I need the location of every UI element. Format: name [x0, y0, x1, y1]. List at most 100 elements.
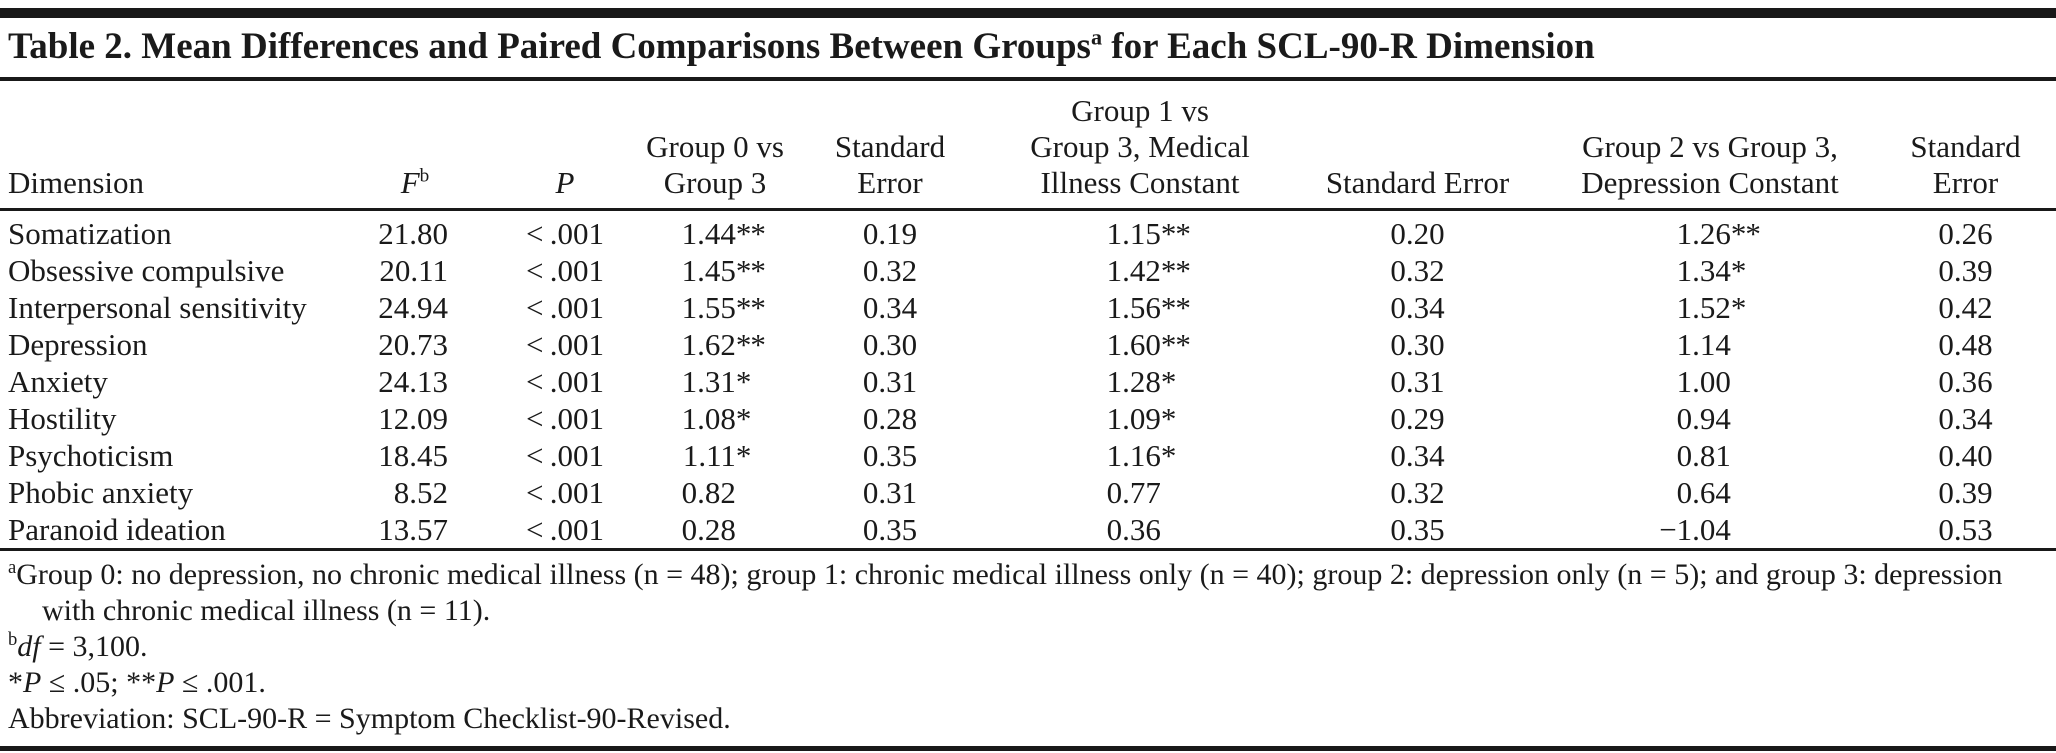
significance-marker: *	[1160, 400, 1176, 436]
cell-group0-vs-group3: 1.11*	[640, 437, 790, 474]
cell-standard-error-2: 0.34	[1390, 289, 1445, 325]
cell-standard-error-3: 0.48	[1938, 326, 1993, 362]
footnote-a-marker: a	[8, 556, 17, 578]
column-header-p: P	[490, 81, 640, 209]
column-header-f: Fb	[340, 81, 490, 209]
mean-difference-value: 1.09	[1106, 400, 1161, 436]
cell-p-value: < .001	[526, 363, 604, 399]
cell-group1-vs-group3: 0.77	[990, 474, 1290, 511]
footnote-a-text: Group 0: no depression, no chronic medic…	[16, 557, 2003, 627]
sig-threshold-2: ≤ .001.	[174, 665, 266, 699]
significance-marker: *	[1160, 437, 1176, 473]
cell-standard-error-1: 0.32	[862, 252, 918, 288]
cell-group1-vs-group3: 1.09*	[990, 400, 1290, 437]
cell-standard-error-3: 0.53	[1938, 511, 1993, 547]
cell-dimension: Paranoid ideation	[8, 511, 226, 547]
table-row-anxiety: Anxiety 24.13 < .001 1.31* 0.31 1.28* 0.…	[0, 363, 2056, 400]
cell-group2-vs-group3: 0.94	[1545, 400, 1875, 437]
footnote-significance-legend: *P ≤ .05; **P ≤ .001.	[8, 665, 2046, 701]
cell-group2-vs-group3: 0.81	[1545, 437, 1875, 474]
mean-difference-value: 0.81	[1676, 437, 1731, 473]
mean-difference-value: 1.15	[1106, 215, 1161, 251]
mean-difference-value: −1.04	[1659, 511, 1731, 547]
mean-difference-value: 1.11	[682, 437, 736, 473]
mean-difference-value: 1.34	[1676, 252, 1731, 288]
cell-group0-vs-group3: 1.31*	[640, 363, 790, 400]
column-header-group0-vs-group3: Group 0 vs Group 3	[646, 128, 784, 200]
cell-group2-vs-group3: 1.34*	[1545, 252, 1875, 289]
cell-dimension: Interpersonal sensitivity	[8, 289, 307, 325]
cell-f-value: 24.94	[378, 289, 448, 325]
f-statistic-label: F	[400, 164, 420, 200]
sig-threshold-1: ≤ .05;	[41, 665, 127, 699]
significance-marker: **	[735, 215, 766, 251]
cell-standard-error-1: 0.31	[862, 474, 918, 510]
cell-group1-vs-group3: 1.60**	[990, 326, 1290, 363]
double-asterisk: **	[126, 665, 157, 699]
cell-group2-vs-group3: −1.04	[1545, 511, 1875, 550]
p-label-1: P	[23, 665, 42, 699]
significance-marker: *	[735, 437, 751, 473]
cell-standard-error-3: 0.34	[1938, 400, 1993, 436]
table-row-obsessive-compulsive: Obsessive compulsive 20.11 < .001 1.45**…	[0, 252, 2056, 289]
cell-standard-error-2: 0.32	[1390, 252, 1445, 288]
cell-group2-vs-group3: 1.14	[1545, 326, 1875, 363]
column-header-standard-error-3: Standard Error	[1910, 128, 2021, 200]
significance-marker: **	[735, 252, 766, 288]
significance-marker: *	[1160, 363, 1176, 399]
cell-f-value: 20.11	[379, 252, 448, 288]
cell-standard-error-1: 0.35	[862, 511, 918, 547]
cell-standard-error-2: 0.20	[1390, 215, 1445, 251]
cell-group1-vs-group3: 1.56**	[990, 289, 1290, 326]
cell-standard-error-2: 0.35	[1390, 511, 1445, 547]
significance-marker: *	[735, 363, 751, 399]
f-superscript-b: b	[419, 165, 430, 187]
cell-group0-vs-group3: 1.45**	[640, 252, 790, 289]
cell-standard-error-1: 0.34	[862, 289, 918, 325]
mean-difference-value: 1.26	[1676, 215, 1731, 251]
significance-marker: **	[1160, 252, 1191, 288]
column-header-group2-vs-group3: Group 2 vs Group 3, Depression Constant	[1581, 128, 1839, 200]
cell-p-value: < .001	[526, 511, 604, 547]
significance-marker: *	[735, 400, 751, 436]
cell-standard-error-3: 0.39	[1938, 474, 1993, 510]
cell-dimension: Psychoticism	[8, 437, 174, 473]
cell-standard-error-1: 0.30	[862, 326, 918, 362]
df-label: df	[17, 629, 41, 663]
paper-table-page: { "title": { "pre": "Table 2. Mean Diffe…	[0, 8, 2056, 753]
significance-marker: *	[1730, 252, 1746, 288]
cell-f-value: 13.57	[378, 511, 448, 547]
table-row-paranoid-ideation: Paranoid ideation 13.57 < .001 0.28 0.35…	[0, 511, 2056, 550]
mean-difference-value: 0.94	[1676, 400, 1731, 436]
cell-standard-error-2: 0.31	[1390, 363, 1445, 399]
mean-difference-value: 0.82	[681, 474, 736, 510]
cell-standard-error-2: 0.29	[1390, 400, 1445, 436]
cell-group1-vs-group3: 1.16*	[990, 437, 1290, 474]
cell-standard-error-3: 0.36	[1938, 363, 1993, 399]
footnote-degrees-of-freedom: bdf = 3,100.	[8, 629, 2046, 665]
footnote-b-marker: b	[8, 628, 18, 650]
table-title: Table 2. Mean Differences and Paired Com…	[0, 18, 2056, 81]
cell-standard-error-3: 0.26	[1938, 215, 1993, 251]
scl90r-comparison-table: Dimension Fb P Group 0 vs Group 3 Standa…	[0, 81, 2056, 551]
cell-group0-vs-group3: 1.08*	[640, 400, 790, 437]
mean-difference-value: 0.36	[1106, 511, 1161, 547]
mean-difference-value: 1.56	[1106, 289, 1161, 325]
cell-p-value: < .001	[526, 252, 604, 288]
cell-f-value: 24.13	[378, 363, 448, 399]
cell-standard-error-3: 0.39	[1938, 252, 1993, 288]
cell-standard-error-2: 0.34	[1390, 437, 1445, 473]
significance-marker: **	[1730, 215, 1761, 251]
mean-difference-value: 1.42	[1106, 252, 1161, 288]
footnote-group-definitions: aGroup 0: no depression, no chronic medi…	[8, 557, 2046, 629]
cell-p-value: < .001	[526, 400, 604, 436]
top-rule	[0, 8, 2056, 18]
cell-f-value: 8.52	[393, 474, 448, 510]
mean-difference-value: 1.52	[1676, 289, 1731, 325]
cell-group1-vs-group3: 1.15**	[990, 209, 1290, 252]
significance-marker: **	[735, 326, 766, 362]
significance-marker: **	[735, 289, 766, 325]
table-footnotes: aGroup 0: no depression, no chronic medi…	[0, 551, 2056, 751]
cell-p-value: < .001	[526, 289, 604, 325]
mean-difference-value: 1.28	[1106, 363, 1161, 399]
